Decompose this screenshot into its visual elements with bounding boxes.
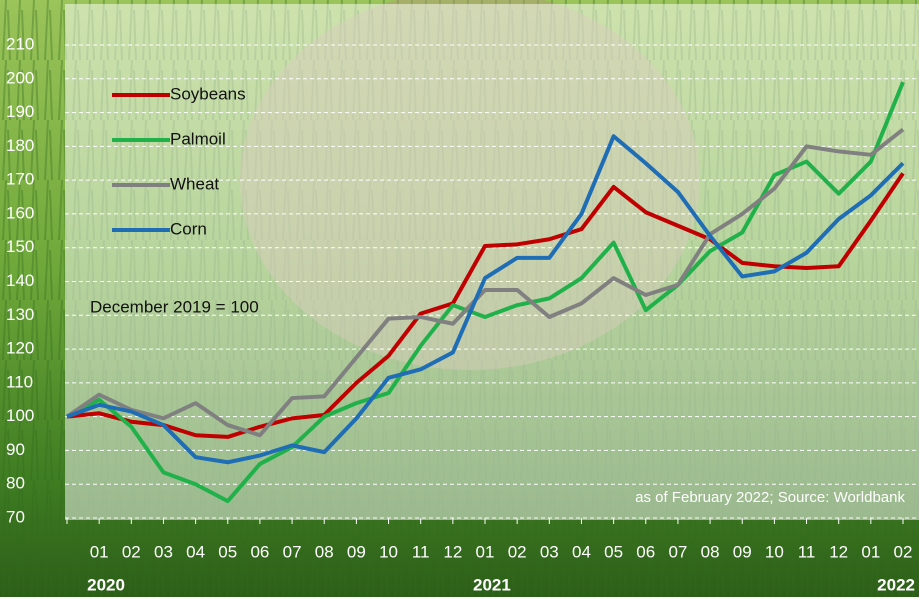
x-tick-label: 06: [250, 542, 269, 561]
x-tick-label: 07: [283, 542, 302, 561]
baseline-note: December 2019 = 100: [90, 297, 259, 316]
x-tick-label: 11: [798, 542, 816, 561]
x-tick-label: 05: [604, 542, 623, 561]
x-tick-label: 01: [476, 542, 495, 561]
legend-label: Corn: [170, 219, 207, 238]
x-tick-label: 01: [90, 542, 109, 561]
y-tick-label: 130: [6, 305, 34, 324]
x-tick-label: 09: [733, 542, 752, 561]
y-tick-label: 70: [6, 507, 25, 526]
x-tick-label: 11: [412, 542, 430, 561]
y-tick-label: 180: [6, 136, 34, 155]
x-tick-label: 03: [154, 542, 173, 561]
year-label: 2022: [877, 575, 915, 594]
x-tick-label: 06: [636, 542, 655, 561]
x-tick-label: 02: [894, 542, 913, 561]
y-tick-label: 170: [6, 170, 34, 189]
x-tick-label: 08: [315, 542, 334, 561]
y-tick-label: 210: [6, 34, 34, 53]
x-tick-label: 12: [443, 542, 462, 561]
series-line: [65, 127, 905, 438]
x-tick-label: 08: [701, 542, 720, 561]
series-line: [66, 81, 905, 504]
x-tick-label: 01: [861, 542, 880, 561]
y-tick-label: 80: [6, 474, 25, 493]
x-tick-label: 10: [765, 542, 784, 561]
y-tick-label: 140: [6, 271, 34, 290]
legend-label: Palmoil: [170, 129, 226, 148]
y-tick-label: 100: [6, 406, 34, 425]
legend-label: Soybeans: [170, 84, 246, 103]
y-tick-label: 160: [6, 203, 34, 222]
series-line: [66, 172, 905, 439]
x-tick-label: 02: [508, 542, 527, 561]
y-tick-label: 150: [6, 237, 34, 256]
x-tick-label: 12: [829, 542, 848, 561]
year-label: 2020: [87, 575, 125, 594]
y-tick-label: 110: [6, 372, 33, 391]
series-line: [66, 134, 905, 465]
year-label: 2021: [473, 575, 511, 594]
y-tick-label: 200: [6, 68, 34, 87]
y-tick-label: 90: [6, 440, 25, 459]
x-tick-label: 02: [122, 542, 141, 561]
x-tick-label: 07: [668, 542, 687, 561]
x-tick-label: 04: [572, 542, 591, 561]
y-tick-label: 120: [6, 339, 34, 358]
y-tick-label: 190: [6, 102, 34, 121]
source-note: as of February 2022; Source: Worldbank: [635, 489, 905, 506]
x-tick-label: 04: [186, 542, 205, 561]
legend-label: Wheat: [170, 174, 219, 193]
x-tick-label: 09: [347, 542, 366, 561]
x-tick-label: 05: [218, 542, 237, 561]
x-tick-label: 10: [379, 542, 398, 561]
x-tick-label: 03: [540, 542, 559, 561]
